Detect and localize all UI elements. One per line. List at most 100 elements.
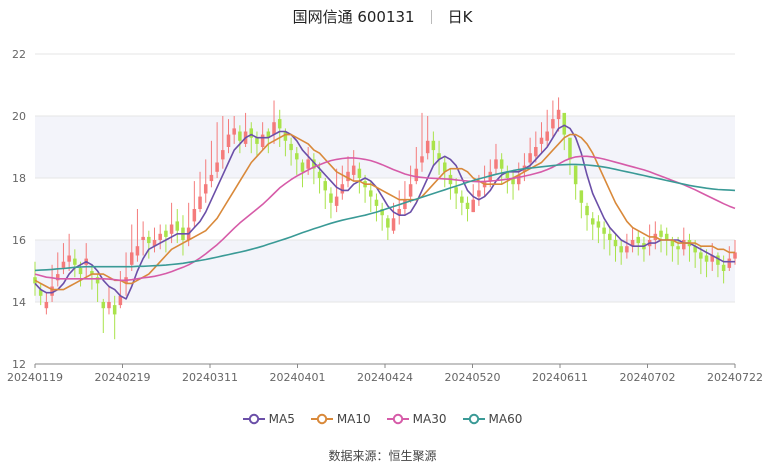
legend-item-ma60[interactable]: MA60 [462,412,522,426]
candle-body [329,193,333,203]
y-tick-label: 16 [12,234,26,247]
candle-body [608,233,612,240]
candle-body [129,252,134,265]
candle-body [340,184,345,194]
x-tick-label: 20240219 [95,371,151,384]
candle-body [710,255,714,262]
candle-body [659,230,663,237]
x-tick-label: 20240401 [270,371,326,384]
candle-body [169,224,174,234]
candle-body [112,305,117,315]
candle-body [95,277,100,284]
y-tick-label: 20 [12,110,26,123]
legend-item-ma5[interactable]: MA5 [242,412,295,426]
candle-body [539,137,544,144]
x-tick-label: 20240424 [357,371,413,384]
legend-marker-icon [242,413,265,425]
candle-body [437,153,441,160]
y-tick-label: 12 [12,358,26,371]
candle-body [107,302,111,309]
candle-body [511,178,515,185]
source-value: 恒生聚源 [388,449,437,463]
candle-body [203,184,208,194]
candle-body [334,196,339,206]
chart-title: 国网信通 600131 日K [0,6,765,27]
legend-marker-icon [310,413,333,425]
candle-body [534,147,538,157]
candle-body [716,255,720,265]
candle-body [209,174,214,182]
x-tick-label: 20240311 [182,371,238,384]
candle-body [568,137,572,160]
candle-body [215,162,219,172]
legend-item-ma30[interactable]: MA30 [386,412,447,426]
candle-body [573,165,578,185]
candle-body [676,246,680,250]
candle-body [61,261,66,268]
candle-body [556,109,561,120]
candle-body [221,150,225,160]
candle-body [454,187,458,194]
candle-body [295,153,299,160]
grid-band [35,116,735,178]
candle-body [266,131,271,138]
candle-body [277,119,282,129]
candle-body [477,190,481,197]
candle-body [545,131,549,141]
y-tick-label: 18 [12,172,26,185]
x-tick-label: 20240722 [707,371,763,384]
candle-body [351,165,356,175]
candle-body [44,302,49,309]
legend-label: MA5 [268,412,295,426]
candle-body [733,252,737,259]
candle-body [226,134,231,147]
candle-body [369,190,373,197]
candle-body [374,199,379,206]
candle-body [425,140,430,154]
ma-line-ma60 [34,163,736,272]
candle-body [682,240,686,250]
candle-body [90,271,94,275]
candle-body [465,202,470,209]
candle-body [152,240,157,247]
candle-body [442,162,447,172]
x-tick-label: 20240611 [532,371,588,384]
candle-body [721,264,726,271]
candle-body [289,143,293,151]
candle-body [562,112,567,135]
ma-line-ma10 [34,133,735,291]
x-tick-label: 20240520 [445,371,501,384]
ma-line-ma5 [34,124,735,300]
candle-body [158,233,162,240]
candle-body [50,286,54,296]
candle-body [403,199,407,209]
legend: MA5 MA10 MA30 MA60 [0,412,765,428]
candle-body [431,140,436,151]
candle-body [590,218,595,225]
candle-body [192,209,197,222]
candle-body [164,230,168,237]
candle-body [585,205,589,216]
candle-body [255,137,259,144]
candle-body [551,119,555,129]
y-tick-label: 22 [12,48,26,61]
candle-body [118,295,123,306]
candle-body [670,240,675,247]
candle-body [232,128,236,135]
candle-body [494,159,498,169]
candle-body [323,181,328,191]
candle-body [528,153,532,163]
candle-body [505,171,510,178]
ma-line-ma30 [34,155,736,282]
candle-body [727,258,732,268]
candle-body [391,218,396,231]
candle-body [630,240,635,247]
legend-item-ma10[interactable]: MA10 [310,412,371,426]
candle-body [460,196,464,203]
candle-body [579,190,584,203]
candle-body [198,196,202,209]
candle-body [380,209,384,216]
candle-body [317,171,322,178]
x-tick-label: 20240702 [620,371,676,384]
